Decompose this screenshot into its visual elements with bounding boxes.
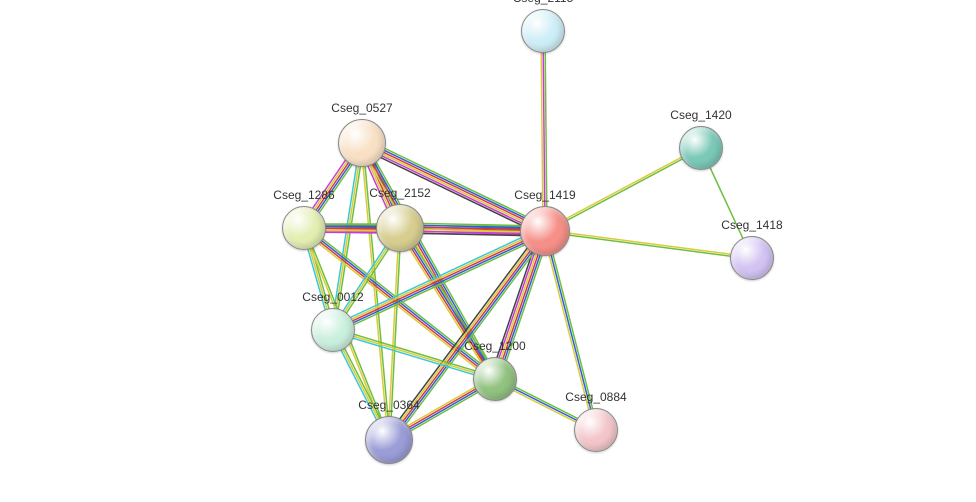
node-label: Cseg_1200 [464, 339, 525, 353]
network-node[interactable]: Cseg_0527 [338, 119, 386, 167]
network-node[interactable]: Cseg_2152 [376, 204, 424, 252]
node-label: Cseg_0364 [358, 398, 419, 412]
node-circle[interactable] [520, 206, 570, 256]
node-circle[interactable] [730, 236, 774, 280]
node-label: Cseg_2152 [369, 186, 430, 200]
network-node[interactable]: Cseg_1420 [679, 126, 723, 170]
node-label: Cseg_2115 [513, 0, 574, 5]
node-circle[interactable] [311, 308, 355, 352]
node-circle[interactable] [473, 357, 517, 401]
node-circle[interactable] [338, 119, 386, 167]
network-node[interactable]: Cseg_2115 [521, 9, 565, 53]
node-circle[interactable] [679, 126, 723, 170]
node-circle[interactable] [521, 9, 565, 53]
node-circle[interactable] [282, 206, 326, 250]
node-label: Cseg_1418 [721, 218, 782, 232]
node-label: Cseg_0012 [302, 290, 363, 304]
network-node[interactable]: Cseg_1418 [730, 236, 774, 280]
node-label: Cseg_1420 [670, 108, 731, 122]
network-diagram: Cseg_2115 Cseg_0527 Cseg_1420 Cseg_1286 Cseg… [0, 0, 976, 502]
node-label: Cseg_1286 [273, 188, 334, 202]
nodes-layer: Cseg_2115 Cseg_0527 Cseg_1420 Cseg_1286 Cseg… [0, 0, 976, 502]
node-circle[interactable] [574, 408, 618, 452]
node-label: Cseg_1419 [514, 188, 575, 202]
network-node[interactable]: Cseg_0364 [365, 416, 413, 464]
network-node[interactable]: Cseg_1419 [520, 206, 570, 256]
node-label: Cseg_0527 [331, 101, 392, 115]
network-node[interactable]: Cseg_0884 [574, 408, 618, 452]
node-circle[interactable] [365, 416, 413, 464]
node-label: Cseg_0884 [565, 390, 626, 404]
network-node[interactable]: Cseg_1200 [473, 357, 517, 401]
network-node[interactable]: Cseg_1286 [282, 206, 326, 250]
network-node[interactable]: Cseg_0012 [311, 308, 355, 352]
node-circle[interactable] [376, 204, 424, 252]
